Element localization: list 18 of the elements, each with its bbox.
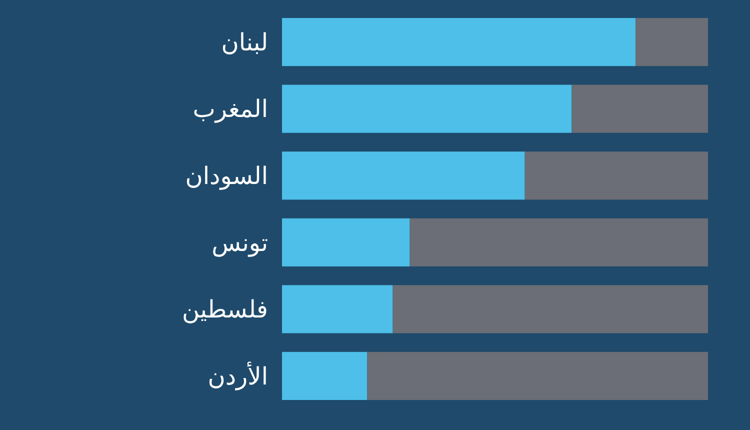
- bar: [282, 18, 636, 66]
- bar: [410, 218, 708, 266]
- y-tick-label: فلسطين: [182, 296, 268, 324]
- bar: [282, 84, 572, 133]
- bar: [392, 285, 708, 334]
- y-tick-label: المغرب: [192, 95, 268, 124]
- y-tick-label: الأردن: [208, 361, 268, 390]
- y-tick-label: السودان: [185, 162, 268, 190]
- bar: [282, 352, 368, 400]
- bar: [367, 352, 708, 400]
- bar: [282, 285, 393, 334]
- bar: [282, 152, 525, 200]
- bar: [636, 18, 708, 66]
- bar: [282, 218, 410, 266]
- y-tick-label: لبنان: [221, 28, 268, 56]
- y-tick-label: تونس: [212, 228, 268, 257]
- bar: [572, 84, 708, 133]
- bar: [524, 152, 708, 200]
